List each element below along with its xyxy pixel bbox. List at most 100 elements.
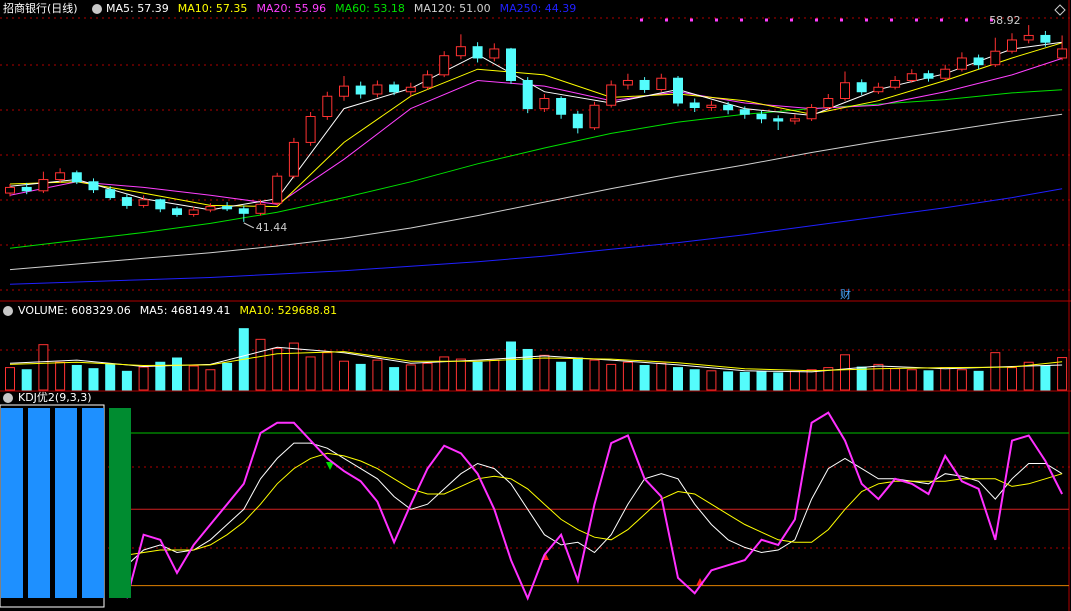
volume-bar [656, 362, 667, 391]
volume-bar [890, 368, 901, 391]
ma-line [9, 57, 1063, 205]
legend-label: MA20: 55.96 [256, 2, 326, 15]
volume-bar [155, 361, 166, 391]
volume-bar [973, 370, 984, 391]
volume-bar [121, 370, 132, 391]
ma-line [9, 113, 1063, 271]
candle-body [1007, 39, 1017, 52]
candle-body [572, 113, 583, 129]
candle-body [489, 48, 500, 59]
widget-bar [1, 408, 23, 598]
candle-body [188, 209, 199, 215]
volume-bar [21, 369, 32, 391]
candle-body [873, 86, 884, 93]
volume-bar [639, 364, 650, 391]
candle-body [71, 172, 82, 183]
ma-line [9, 188, 1063, 285]
legend-label: MA5: 468149.41 [140, 304, 231, 317]
volume-bar [255, 338, 266, 391]
volume-bar [305, 356, 316, 391]
volume-bar [572, 357, 583, 391]
candle-body [422, 74, 433, 88]
legend-label: MA250: 44.39 [500, 2, 577, 15]
finance-marker[interactable]: 财 [840, 287, 851, 301]
candle-body [506, 48, 516, 81]
candle-body [455, 46, 466, 57]
candle-body [272, 175, 283, 204]
legend-label: VOLUME: 608329.06 [18, 304, 131, 317]
volume-bar [823, 367, 834, 391]
volume-bar [522, 348, 533, 391]
volume-bar [455, 358, 466, 391]
candle-body [673, 77, 683, 104]
volume-bar [539, 354, 550, 391]
candle-body [138, 199, 149, 206]
settings-button[interactable] [3, 306, 13, 316]
volume-bar [606, 363, 617, 391]
settings-button[interactable] [92, 4, 102, 14]
candle-body [372, 84, 383, 95]
low-pointer [243, 222, 255, 229]
volume-bar [1057, 357, 1068, 391]
candle-body [322, 95, 333, 118]
volume-bar [840, 354, 850, 391]
candle-body [439, 55, 450, 76]
side-widget [0, 404, 131, 608]
volume-bar [489, 359, 500, 391]
legend-label: MA10: 529688.81 [239, 304, 337, 317]
candle-body [222, 206, 233, 210]
volume-bar [322, 352, 333, 391]
candle-body [806, 106, 817, 120]
candle-body [723, 104, 734, 111]
widget-bar [109, 408, 131, 598]
volume-bar [138, 366, 149, 391]
widget-bar [55, 408, 77, 598]
candle-body [522, 79, 533, 110]
candle-body [255, 203, 266, 214]
candle-body [923, 73, 934, 79]
legend-label: MA5: 57.39 [106, 2, 169, 15]
candle-body [773, 118, 784, 122]
volume-bar [1007, 367, 1017, 391]
volume-bar [723, 371, 734, 391]
volume-bar [506, 341, 516, 391]
volume-bar [806, 369, 817, 391]
volume-bar [622, 361, 633, 391]
expand-icon[interactable] [1054, 4, 1066, 16]
candle-body [305, 116, 316, 143]
volume-bar [739, 371, 750, 391]
settings-button[interactable] [3, 393, 13, 403]
ma-line [9, 42, 1063, 208]
candle-body [890, 79, 901, 88]
volume-bar [55, 361, 66, 391]
candle-body [589, 104, 600, 129]
candle-body [622, 79, 633, 86]
candle-body [1023, 34, 1034, 41]
volume-bar [990, 352, 1001, 391]
candle-body [973, 57, 984, 66]
candle-body [756, 113, 767, 120]
candle-body [706, 104, 717, 108]
candle-body [172, 208, 182, 215]
volume-bar [856, 366, 867, 391]
candle-body [121, 197, 132, 206]
candle-body [906, 73, 917, 81]
candle-body [689, 102, 700, 108]
candle-body [21, 186, 32, 192]
kdj-line [126, 442, 1063, 566]
legend-label: KDJ优2(9,3,3) [18, 391, 92, 404]
candle-body [606, 84, 617, 106]
volume-bar [556, 361, 567, 391]
volume-bar [906, 369, 917, 391]
volume-ma-line [9, 351, 1063, 372]
candle-body [155, 199, 166, 210]
high-price-label: 58.92 [989, 14, 1021, 27]
legend-label: MA120: 51.00 [414, 2, 491, 15]
candle-body [940, 68, 951, 79]
candle-body [1040, 34, 1051, 43]
panel-icons [3, 4, 1066, 403]
candle-body [556, 97, 567, 115]
volume-bar [105, 363, 116, 391]
